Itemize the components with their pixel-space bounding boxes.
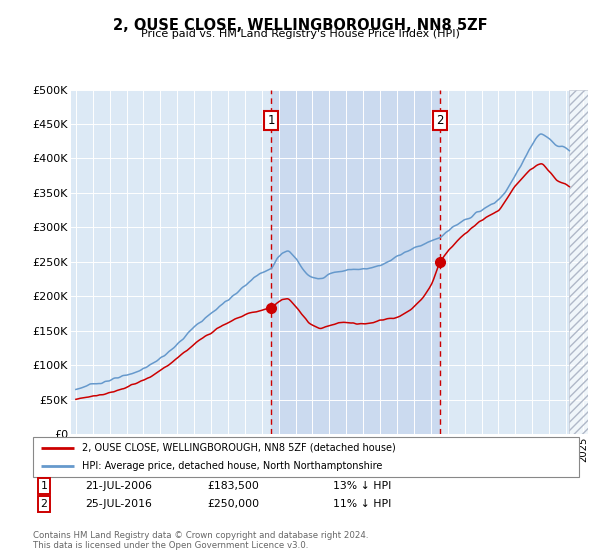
Text: 1: 1 xyxy=(268,114,275,127)
Text: HPI: Average price, detached house, North Northamptonshire: HPI: Average price, detached house, Nort… xyxy=(82,461,383,471)
Bar xyxy=(271,90,440,434)
Text: 2, OUSE CLOSE, WELLINGBOROUGH, NN8 5ZF: 2, OUSE CLOSE, WELLINGBOROUGH, NN8 5ZF xyxy=(113,18,487,33)
Text: 1: 1 xyxy=(40,481,47,491)
Text: Price paid vs. HM Land Registry's House Price Index (HPI): Price paid vs. HM Land Registry's House … xyxy=(140,29,460,39)
Text: 2: 2 xyxy=(436,114,444,127)
Text: Contains HM Land Registry data © Crown copyright and database right 2024.
This d: Contains HM Land Registry data © Crown c… xyxy=(33,531,368,550)
Text: 2, OUSE CLOSE, WELLINGBOROUGH, NN8 5ZF (detached house): 2, OUSE CLOSE, WELLINGBOROUGH, NN8 5ZF (… xyxy=(82,443,396,452)
Bar xyxy=(569,90,600,434)
Text: £250,000: £250,000 xyxy=(208,499,260,509)
Text: £183,500: £183,500 xyxy=(208,481,260,491)
Text: 11% ↓ HPI: 11% ↓ HPI xyxy=(334,499,392,509)
Text: 21-JUL-2006: 21-JUL-2006 xyxy=(85,481,152,491)
Text: 2: 2 xyxy=(40,499,47,509)
Text: 25-JUL-2016: 25-JUL-2016 xyxy=(85,499,152,509)
FancyBboxPatch shape xyxy=(33,437,579,477)
Bar xyxy=(569,90,600,434)
Text: 13% ↓ HPI: 13% ↓ HPI xyxy=(334,481,392,491)
